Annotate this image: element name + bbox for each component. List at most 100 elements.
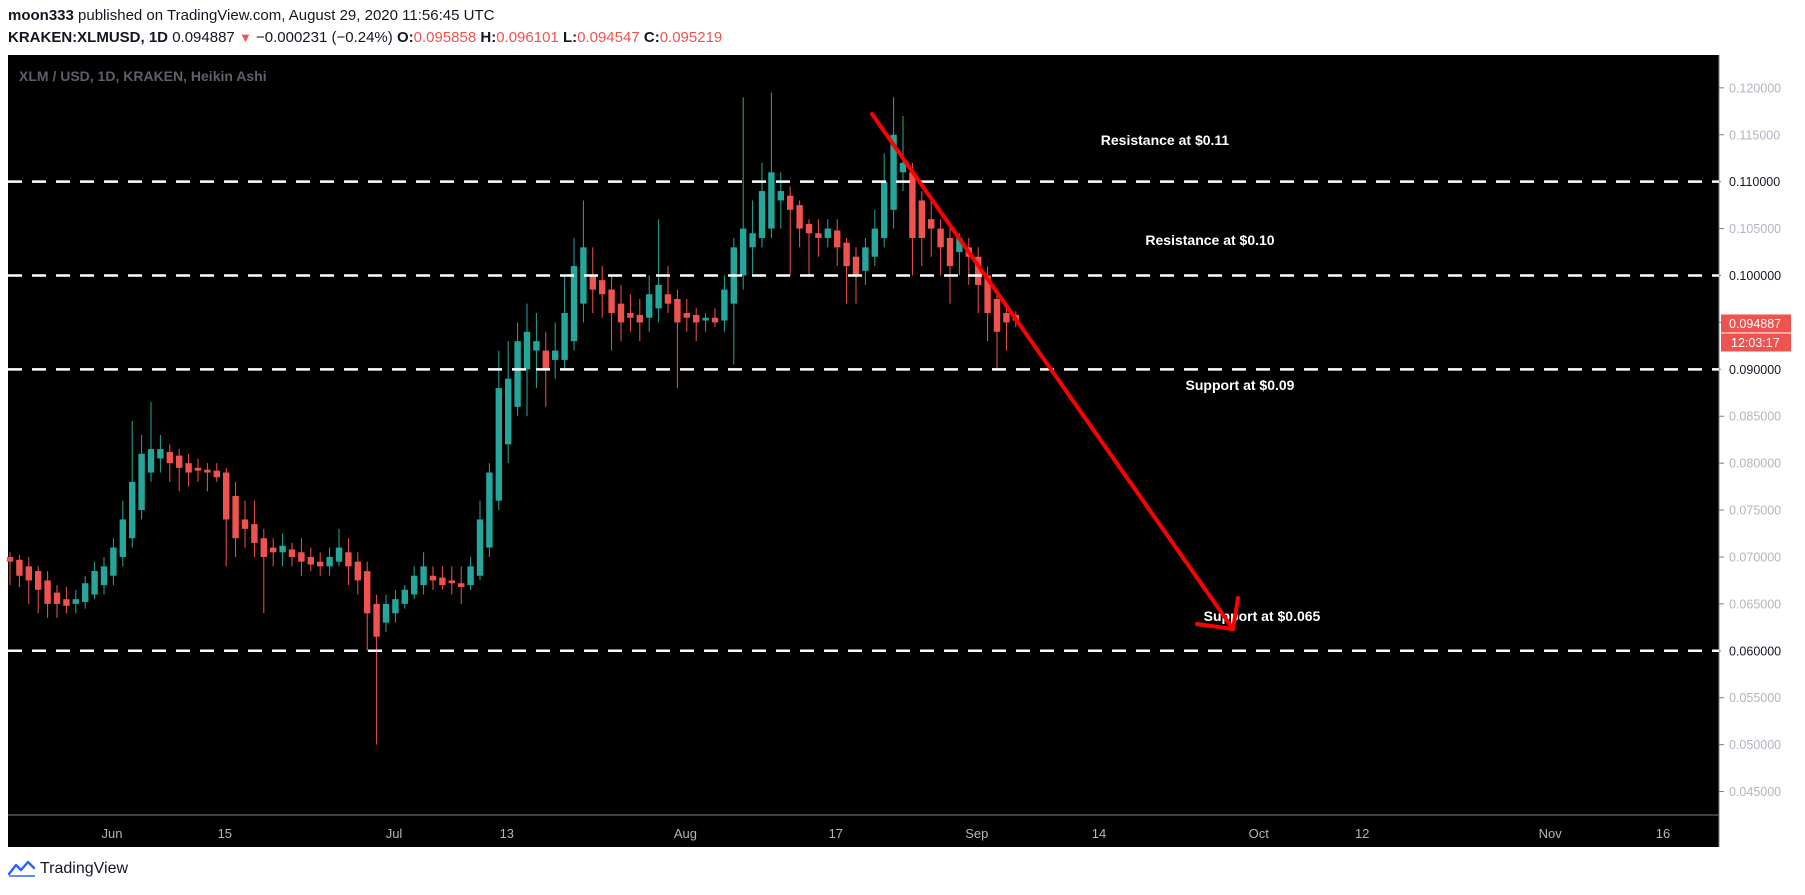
close-label: C: [643,29,660,46]
candle-body [993,298,1001,332]
candle-body [53,592,61,604]
time-tick-label: Sep [965,826,988,841]
candle-body [777,191,784,201]
candle-body [608,289,615,314]
candle-body [260,538,267,557]
level-price-badge [1721,267,1791,284]
candle-body [119,519,126,557]
close-value: 0.095219 [659,29,723,46]
candle-body [194,467,202,471]
symbol-label: KRAKEN:XLMUSD, 1D [8,29,169,46]
low-value: 0.094547 [577,29,640,46]
low-label: L: [562,29,578,46]
time-tick-label: Nov [1539,826,1563,841]
open-label: O: [396,29,414,46]
candle-body [533,341,540,351]
price-tick-label: 0.065000 [1729,597,1781,611]
candle-body [166,451,173,464]
candle-body [552,350,559,360]
level-label: Support at $0.09 [1186,377,1295,393]
time-tick-label: 16 [1656,826,1670,841]
candle-body [505,378,512,445]
candle-body [44,580,51,604]
candle-body [448,580,455,584]
last-price-badge [1721,314,1791,333]
candle-body [25,566,32,581]
author-name[interactable]: moon333 [8,7,74,24]
candle-body [317,561,324,567]
candle-body [392,599,399,614]
price-axis[interactable]: 0.120000 0.115000 0.110000 0.105000 0.100000… [1719,81,1791,799]
levels-group: Resistance at $0.11 Resistance at $0.10 Su… [8,132,1719,653]
candle-body [223,472,230,520]
footer: TradingView [8,860,128,878]
price-tick-label: 0.045000 [1729,785,1781,799]
candle-body [458,583,465,587]
candle-body [429,575,437,581]
candle-body [805,223,813,234]
candle-body [693,314,700,323]
candle-body [138,453,145,511]
price-tick-label: 0.090000 [1729,363,1781,377]
candle-body [787,195,794,210]
candle-body [984,275,991,314]
price-tick-label: 0.115000 [1729,128,1780,142]
candle-body [72,599,79,604]
candle-body [758,191,766,238]
candle-body [467,566,474,586]
candle-body [288,549,296,557]
candle-body [852,256,860,276]
candle-body [345,552,352,567]
trend-arrow [870,112,1240,631]
candle-body [270,547,277,553]
candle-body [91,571,98,595]
candle-body [307,556,314,565]
open-value: 0.095858 [413,29,477,46]
candle-body [279,545,286,553]
candle-body [147,449,155,473]
candle-body [946,237,954,267]
footer-brand[interactable]: TradingView [40,860,129,877]
candle-body [702,317,709,321]
candle-body [918,200,925,238]
candle-body [674,298,681,323]
candle-body [871,228,878,257]
candle-body [740,228,747,276]
candle-body [627,313,634,318]
candle-body [561,313,568,360]
time-axis[interactable]: Jun 15 Jul 13 Aug 17 Sep 14 Oct 12 Nov 16 [102,826,1671,841]
candle-body [420,566,427,586]
candle-body [523,331,531,370]
header-publish-line: moon333 published on TradingView.com, Au… [8,7,494,24]
candle-body [176,455,183,468]
candle-body [298,552,305,562]
publish-info: published on TradingView.com, August 29,… [78,7,495,24]
candle-body [382,603,390,623]
candle-body [204,469,211,473]
candle-body [326,556,333,567]
candle-body [815,233,822,238]
time-tick-label: Jul [386,826,403,841]
price-tick-label: 0.055000 [1729,691,1781,705]
candle-body [956,237,963,253]
arrow-shaft [870,112,1235,631]
candle-body [721,289,728,321]
level-price-badge [1721,173,1791,190]
level-price-badge [1721,361,1791,378]
candle-body [439,577,446,586]
price-tick-label: 0.110000 [1729,175,1780,189]
candle-body [373,603,380,637]
candle-body [824,228,831,238]
candle-body [843,242,850,267]
price-tick-label: 0.100000 [1729,269,1781,283]
time-tick-label: 17 [829,826,843,841]
candle-body [476,519,484,576]
candle-body [486,472,493,548]
price-tick-label: 0.060000 [1729,644,1781,658]
candle-body [35,571,42,590]
candle-body [232,495,239,539]
time-tick-label: 12 [1355,826,1369,841]
countdown-badge [1721,333,1791,352]
candle-body [909,172,916,238]
